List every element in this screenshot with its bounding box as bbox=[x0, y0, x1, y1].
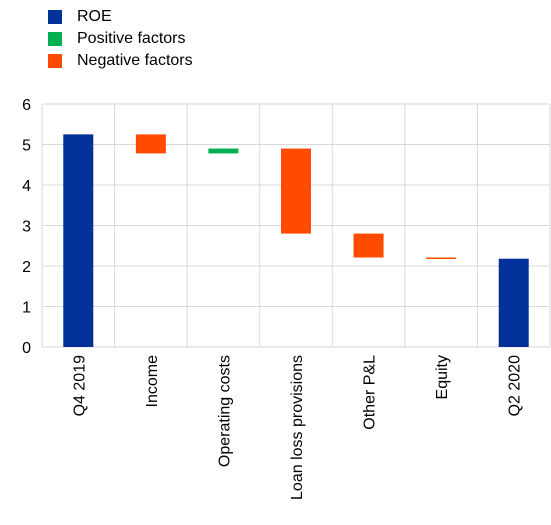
legend-swatch-negative bbox=[48, 54, 62, 68]
x-tick-label: Q2 2020 bbox=[507, 355, 524, 416]
y-tick-label: 1 bbox=[22, 300, 31, 317]
legend-label-positive: Positive factors bbox=[77, 30, 186, 47]
x-tick-label: Q4 2019 bbox=[71, 355, 88, 416]
y-tick-label: 5 bbox=[22, 138, 31, 155]
legend-item-roe: ROE bbox=[48, 6, 193, 28]
bar-q2-2020 bbox=[498, 258, 529, 347]
y-tick-label: 2 bbox=[22, 259, 31, 276]
legend-item-negative: Negative factors bbox=[48, 50, 193, 72]
x-tick-label: Operating costs bbox=[216, 355, 233, 467]
legend-swatch-roe bbox=[48, 10, 62, 24]
bar-other-p-l bbox=[353, 233, 384, 258]
bar-operating-costs bbox=[208, 148, 239, 154]
bar-equity bbox=[426, 257, 457, 259]
x-tick-label: Loan loss provisions bbox=[289, 355, 306, 500]
legend-label-roe: ROE bbox=[77, 8, 112, 25]
x-tick-label: Income bbox=[144, 355, 161, 408]
x-tick-label: Equity bbox=[434, 355, 451, 399]
bar-income bbox=[135, 134, 166, 154]
y-tick-label: 4 bbox=[22, 178, 31, 195]
legend-label-negative: Negative factors bbox=[77, 52, 193, 69]
bar-q4-2019 bbox=[63, 134, 94, 347]
legend-swatch-positive bbox=[48, 32, 62, 46]
y-tick-label: 0 bbox=[22, 340, 31, 357]
y-tick-label: 6 bbox=[22, 97, 31, 114]
bar-loan-loss-provisions bbox=[281, 148, 311, 234]
x-tick-label: Other P&L bbox=[362, 355, 379, 430]
legend: ROE Positive factors Negative factors bbox=[48, 6, 193, 72]
legend-item-positive: Positive factors bbox=[48, 28, 193, 50]
y-tick-label: 3 bbox=[22, 219, 31, 236]
